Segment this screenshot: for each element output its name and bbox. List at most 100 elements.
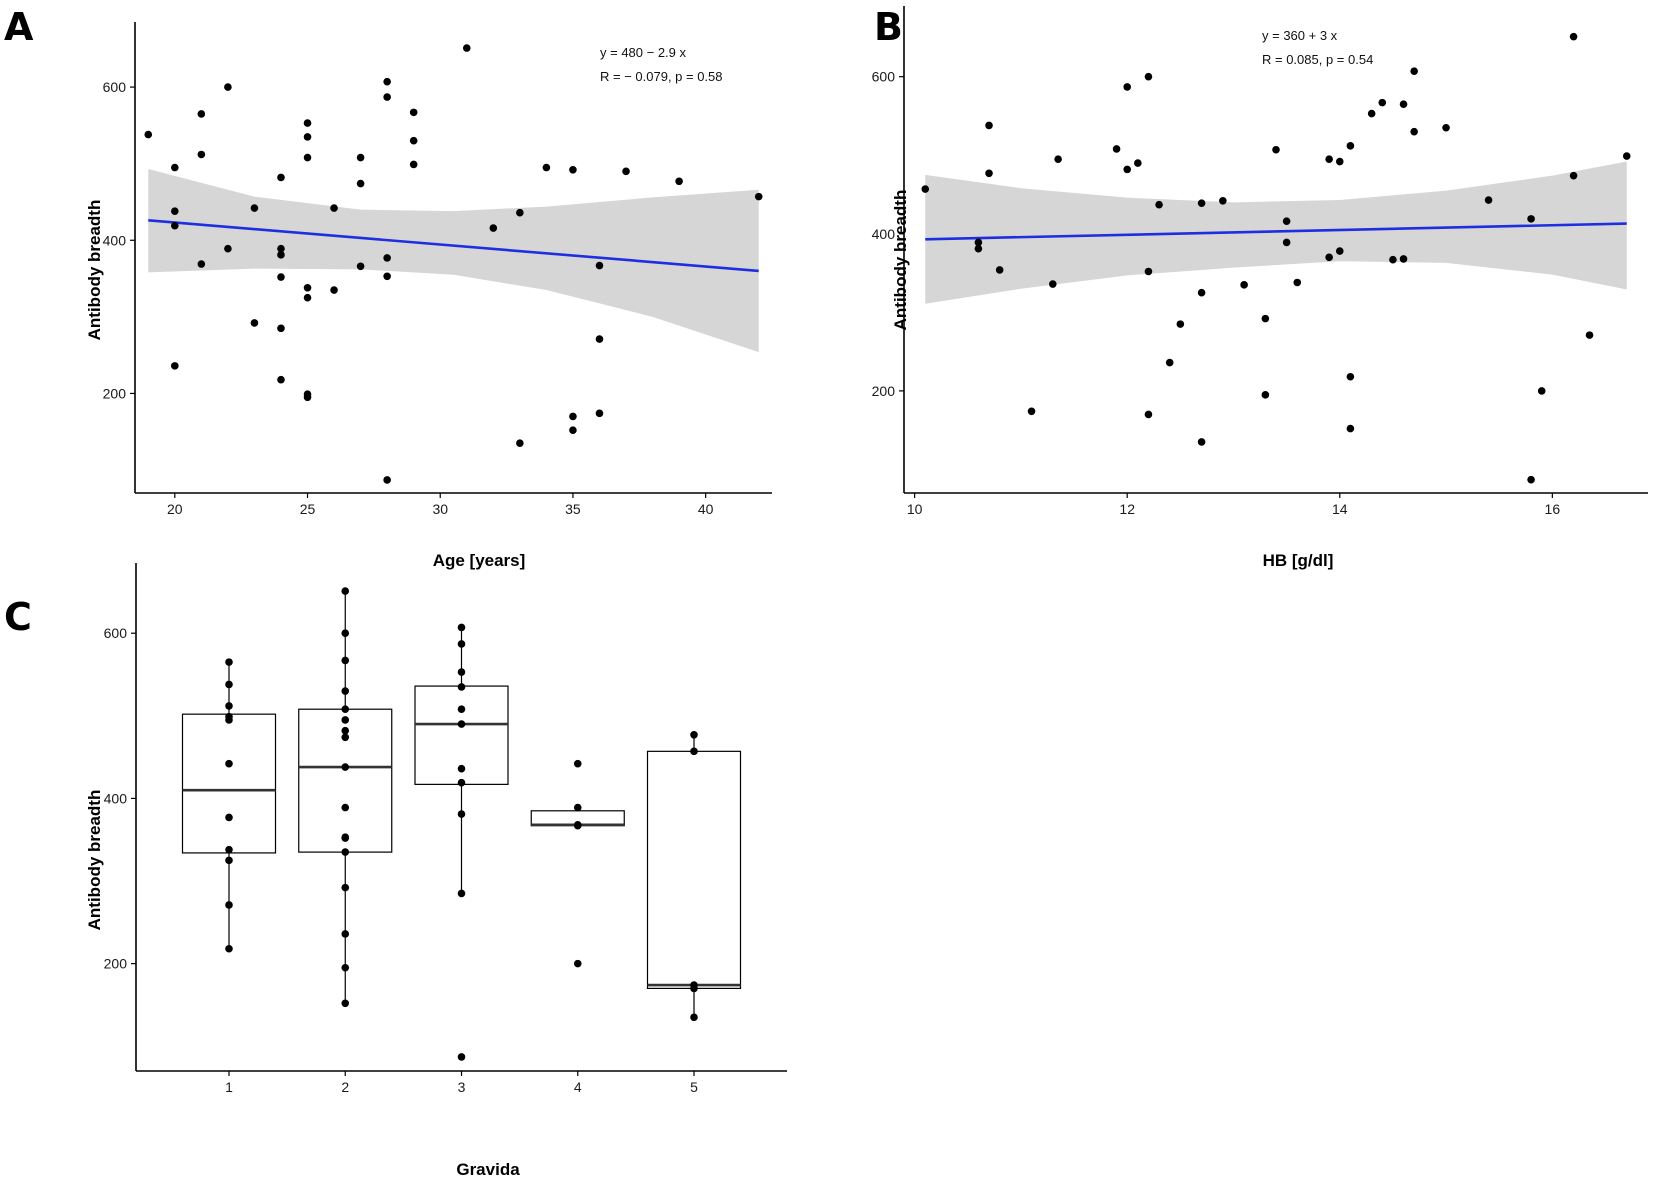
data-point: [409, 136, 418, 145]
data-point: [1272, 145, 1280, 154]
data-point: [457, 668, 466, 676]
data-point: [1585, 331, 1594, 339]
y-tick-label: 200: [103, 385, 127, 401]
data-point: [1622, 152, 1631, 160]
data-point: [225, 658, 233, 666]
regression-equation: y = 360 + 3 x: [1262, 28, 1338, 43]
data-point: [573, 821, 582, 830]
data-point: [250, 204, 259, 212]
data-point: [622, 167, 630, 176]
data-point: [1165, 358, 1174, 367]
data-point: [1527, 475, 1535, 484]
data-point: [225, 856, 233, 865]
data-point: [457, 640, 466, 648]
y-tick-label: 600: [104, 625, 128, 641]
data-point: [1197, 438, 1206, 446]
correlation-stats: R = − 0.079, p = 0.58: [600, 69, 723, 84]
axes: 200 400 600 20 25 30 35 40: [103, 22, 772, 517]
data-point: [225, 901, 233, 909]
data-point: [277, 273, 285, 281]
regression-equation: y = 480 − 2.9 x: [600, 45, 687, 60]
x-tick-label: 3: [458, 1079, 466, 1095]
regression-line: [925, 222, 1627, 241]
data-point: [277, 324, 285, 333]
data-point: [341, 803, 350, 812]
panel-c-gravida-boxplot: C 200 400 600 1 2 3 4 5 Gravida Antibody breadt…: [4, 563, 787, 1179]
data-point: [197, 110, 206, 118]
panel-letter-c: C: [4, 595, 32, 639]
x-tick-label: 4: [574, 1079, 582, 1095]
correlation-stats: R = 0.085, p = 0.54: [1262, 52, 1373, 67]
data-point: [569, 426, 577, 435]
y-tick-label: 600: [872, 69, 896, 85]
box-iqr: [646, 750, 742, 989]
data-point: [225, 845, 233, 854]
data-point: [457, 705, 466, 714]
data-point: [277, 251, 285, 259]
data-point: [341, 629, 350, 638]
data-point: [330, 204, 338, 212]
data-point: [277, 244, 285, 253]
data-point: [1335, 247, 1344, 255]
data-point: [1054, 155, 1062, 163]
data-point: [1197, 199, 1206, 207]
data-point: [1027, 407, 1036, 416]
data-point: [383, 93, 391, 101]
y-tick-label: 200: [872, 383, 896, 399]
data-point: [542, 163, 551, 172]
panel-b-hb-scatter: B 200 400 600 10 12 14 16 y = 360 + 3 x R = 0.…: [872, 5, 1648, 570]
data-point: [277, 173, 285, 182]
y-tick-label: 600: [103, 79, 127, 95]
data-point: [457, 683, 466, 691]
data-point: [171, 207, 179, 215]
data-point: [1144, 72, 1153, 81]
data-point: [303, 133, 312, 141]
panel-letter-b: B: [874, 5, 903, 49]
data-point: [250, 319, 259, 327]
data-point: [225, 944, 233, 953]
data-point: [341, 883, 350, 892]
data-point: [1176, 320, 1185, 328]
x-tick-label: 1: [225, 1079, 233, 1095]
data-point: [489, 224, 498, 232]
x-tick-label: 14: [1332, 501, 1348, 517]
data-point: [1367, 109, 1376, 118]
data-point: [974, 244, 983, 253]
x-tick-label: 40: [698, 501, 714, 517]
box-iqr: [181, 713, 277, 854]
data-point: [462, 44, 471, 52]
data-point: [356, 262, 365, 271]
data-point: [457, 889, 466, 898]
y-tick-label: 400: [872, 226, 896, 242]
data-point: [1410, 67, 1418, 75]
data-points: [225, 587, 698, 1061]
data-point: [303, 283, 312, 292]
data-point: [1484, 196, 1493, 204]
y-tick-label: 400: [104, 790, 128, 806]
data-point: [171, 163, 179, 172]
data-point: [1261, 314, 1270, 323]
data-point: [341, 716, 350, 724]
data-point: [457, 764, 466, 773]
data-point: [595, 409, 604, 418]
data-point: [974, 238, 983, 247]
data-point: [341, 705, 350, 714]
data-point: [1261, 391, 1270, 399]
data-point: [225, 759, 233, 768]
data-point: [985, 121, 993, 130]
data-point: [171, 362, 179, 370]
data-point: [595, 335, 604, 343]
data-point: [1335, 157, 1344, 166]
y-axis-title: Antibody breadth: [891, 190, 910, 331]
data-point: [341, 834, 350, 842]
x-tick-label: 20: [167, 501, 183, 517]
data-point: [1399, 100, 1408, 108]
data-point: [1378, 98, 1387, 107]
data-point: [1144, 267, 1153, 276]
x-tick-label: 10: [907, 501, 923, 517]
data-point: [341, 848, 350, 856]
data-point: [457, 778, 466, 787]
data-point: [690, 1013, 698, 1022]
data-point: [457, 810, 466, 818]
